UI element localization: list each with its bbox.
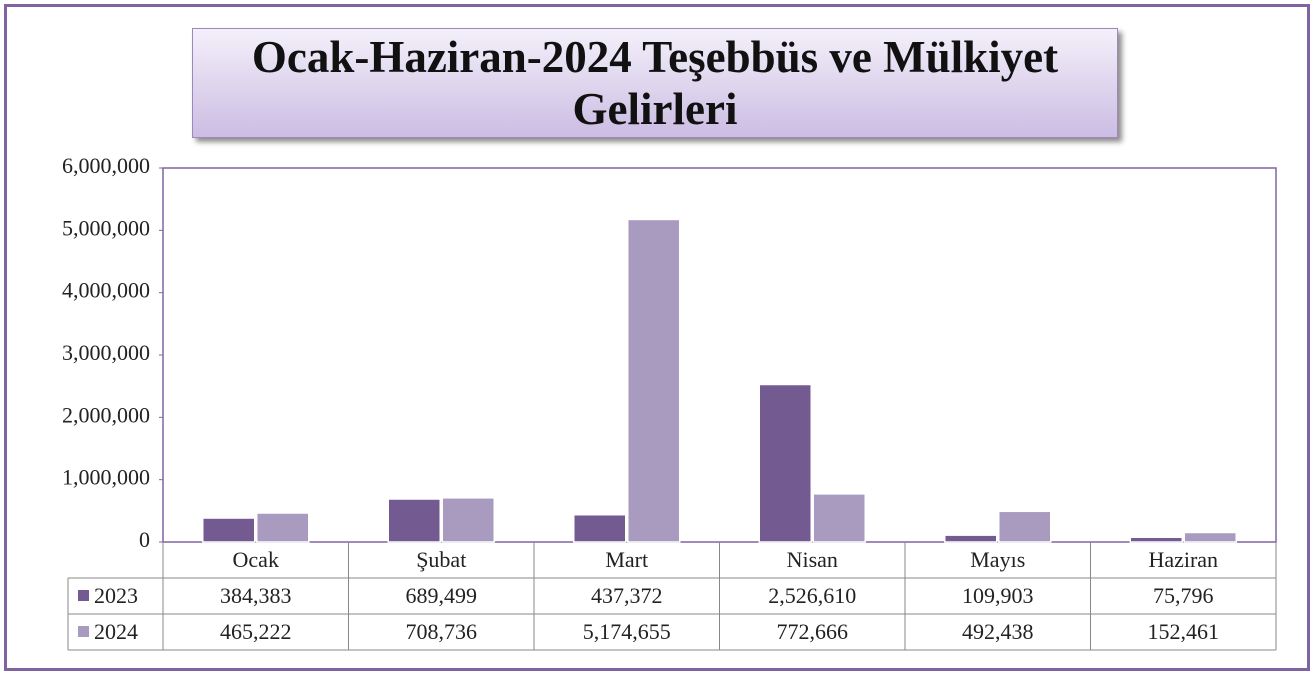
bar bbox=[998, 510, 1052, 543]
table-cell: 492,438 bbox=[962, 619, 1034, 644]
x-tick-label: Haziran bbox=[1148, 547, 1218, 572]
table-cell: 2,526,610 bbox=[768, 583, 856, 608]
legend-label: 2024 bbox=[94, 619, 138, 644]
table-cell: 772,666 bbox=[777, 619, 849, 644]
x-tick-label: Ocak bbox=[233, 547, 279, 572]
table-cell: 689,499 bbox=[406, 583, 478, 608]
bar bbox=[812, 493, 866, 543]
bar bbox=[256, 512, 310, 543]
bar bbox=[758, 383, 812, 543]
table-cell: 708,736 bbox=[406, 619, 478, 644]
x-tick-label: Şubat bbox=[416, 547, 466, 572]
plot-area bbox=[162, 167, 1277, 543]
legend-key bbox=[78, 590, 89, 601]
legend-key bbox=[78, 626, 89, 637]
table-cell: 109,903 bbox=[962, 583, 1034, 608]
bar bbox=[1129, 536, 1183, 543]
table-cell: 437,372 bbox=[591, 583, 663, 608]
bar bbox=[387, 498, 441, 543]
chart-title: Ocak-Haziran-2024 Teşebbüs ve Mülkiyet G… bbox=[192, 28, 1118, 138]
x-tick-label: Mart bbox=[605, 547, 648, 572]
bar bbox=[202, 517, 256, 543]
y-tick-label: 2,000,000 bbox=[62, 402, 150, 427]
y-tick-label: 4,000,000 bbox=[62, 278, 150, 303]
table-cell: 5,174,655 bbox=[583, 619, 671, 644]
legend-label: 2023 bbox=[94, 583, 138, 608]
y-tick-label: 1,000,000 bbox=[62, 465, 150, 490]
y-tick-label: 3,000,000 bbox=[62, 340, 150, 365]
frame bbox=[4, 4, 1310, 671]
table-cell: 384,383 bbox=[220, 583, 292, 608]
bar bbox=[1183, 531, 1237, 543]
bar bbox=[627, 218, 681, 543]
table-cell: 465,222 bbox=[220, 619, 292, 644]
bar bbox=[573, 513, 627, 543]
bar bbox=[441, 497, 495, 543]
y-tick-label: 6,000,000 bbox=[62, 153, 150, 178]
y-tick-label: 0 bbox=[139, 527, 150, 552]
table-cell: 75,796 bbox=[1153, 583, 1214, 608]
y-tick-label: 5,000,000 bbox=[62, 215, 150, 240]
bar bbox=[944, 534, 998, 543]
table-cell: 152,461 bbox=[1148, 619, 1220, 644]
x-tick-label: Mayıs bbox=[970, 547, 1025, 572]
x-tick-label: Nisan bbox=[787, 547, 838, 572]
